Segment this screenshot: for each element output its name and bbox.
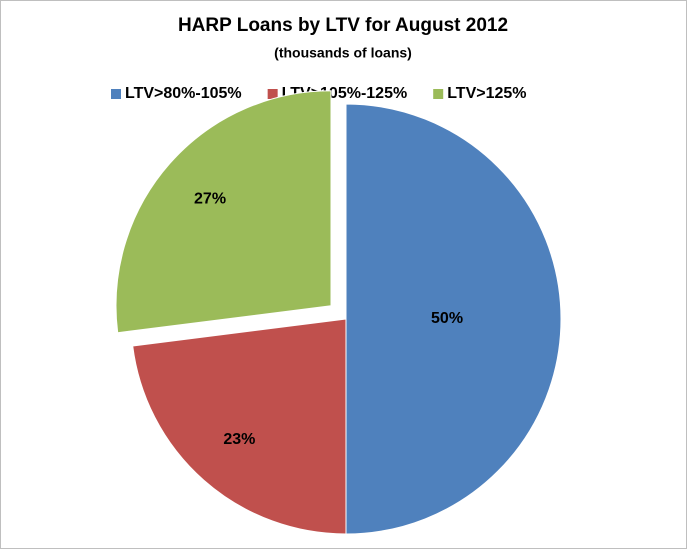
- pie-slice: [115, 90, 332, 334]
- legend-label: LTV>125%: [447, 85, 526, 102]
- data-label: 23%: [223, 431, 255, 448]
- chart-title: HARP Loans by LTV for August 2012: [178, 15, 508, 36]
- data-label: 50%: [431, 310, 463, 327]
- chart-subtitle: (thousands of loans): [274, 45, 412, 61]
- pie-slice: [345, 103, 562, 535]
- pie-slice: [132, 318, 347, 535]
- legend-swatch: [111, 89, 121, 99]
- legend-swatch: [433, 89, 444, 99]
- legend-swatch: [267, 89, 278, 99]
- legend-label: LTV>80%-105%: [125, 85, 242, 102]
- data-label: 27%: [194, 190, 226, 207]
